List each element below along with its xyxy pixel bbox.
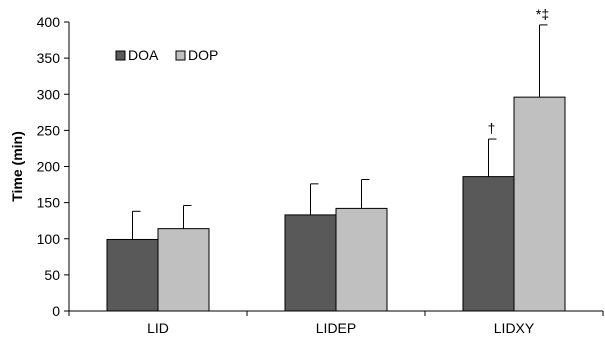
bar-dop-lidep [335,207,388,312]
x-category-label: LID [147,320,169,336]
x-category-label: LIDEP [316,320,356,336]
legend-label-dop: DOP [188,47,218,63]
y-tick-label: 400 [37,14,61,30]
y-tick-label: 250 [37,122,61,138]
legend-label-doa: DOA [128,47,159,63]
significance-annotation: *‡ [536,6,549,22]
y-tick-label: 50 [44,267,60,283]
bar-doa-lid [106,238,159,312]
x-category-label: LIDXY [494,320,535,336]
y-tick-label: 300 [37,86,61,102]
y-tick-label: 200 [37,159,61,175]
bar-doa-lidep [284,214,337,312]
significance-annotation: † [488,120,496,136]
y-tick-label: 150 [37,195,61,211]
bar-doa-lidxy [462,176,515,312]
legend-swatch-doa [115,50,126,61]
y-tick-label: 0 [52,303,60,319]
y-tick-label: 100 [37,231,61,247]
bar-dop-lid [157,228,210,312]
bar-dop-lidxy [513,96,566,312]
y-axis-title: Time (min) [9,131,25,202]
legend-swatch-dop [175,50,186,61]
y-tick-label: 350 [37,50,61,66]
